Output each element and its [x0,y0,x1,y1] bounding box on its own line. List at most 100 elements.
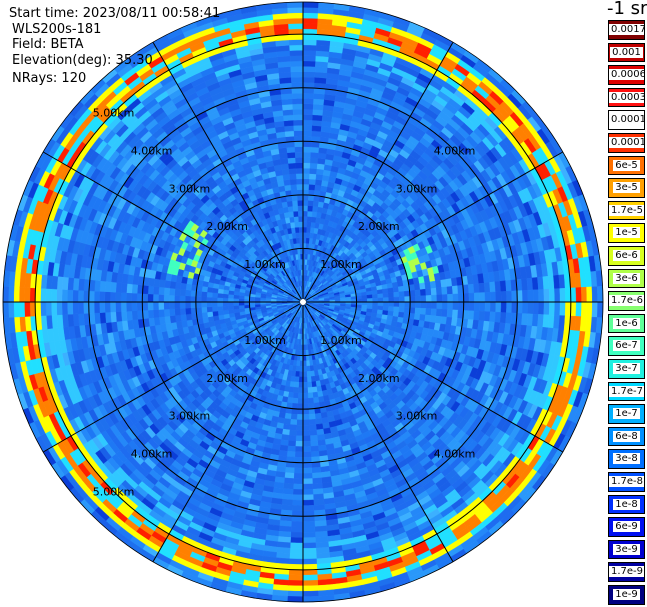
range-gate-cell [201,291,208,298]
range-gate-cell [67,301,74,315]
range-gate-cell [307,386,313,394]
range-gate-cell [293,386,299,394]
range-gate-cell [399,301,406,308]
range-gate-cell [403,307,411,314]
range-gate-cell [152,293,159,303]
range-gate-cell [78,313,85,326]
range-gate-cell [295,440,304,447]
range-gate-cell [302,590,319,597]
range-gate-cell [287,157,296,164]
range-gate-cell [284,472,295,479]
range-gate-cell [302,360,307,367]
range-gate-cell [110,311,117,323]
range-gate-cell [190,307,197,315]
range-gate-cell [158,286,165,295]
range-gate-cell [441,309,448,318]
range-gate-cell [131,292,138,303]
range-gate-cell [296,419,304,426]
range-gate-cell [152,309,160,318]
range-gate-cell [99,312,107,324]
range-gate-cell [45,301,52,316]
range-gate-cell [115,311,123,322]
range-gate-cell [282,493,294,501]
range-gate-cell [527,301,534,315]
range-gate-cell [294,451,304,458]
range-gate-cell [99,280,107,292]
range-gate-cell [190,295,197,303]
range-gate-cell [284,466,295,474]
range-gate-cell [179,295,186,303]
range-gate-cell [302,376,308,383]
range-gate-cell [288,434,297,442]
range-gate-cell [286,450,296,458]
range-gate-cell [304,339,308,346]
range-gate-cell [152,286,160,295]
range-gate-cell [419,314,426,322]
range-gate-cell [430,308,437,317]
range-gate-cell [279,77,292,84]
range-gate-cell [316,434,326,441]
range-gate-cell [284,184,292,192]
range-gate-cell [419,307,427,316]
range-gate-cell [302,414,310,421]
range-gate-cell [302,488,314,496]
range-gate-cell [489,311,496,323]
range-gate-cell [291,505,304,512]
range-gate-cell [495,301,502,313]
range-gate-cell [310,450,320,458]
range-gate-cell [302,569,318,576]
range-gate-cell [190,289,197,297]
range-gate-cell [104,291,111,303]
range-gate-cell [281,98,293,106]
range-gate-cell [570,301,577,317]
range-gate-cell [313,504,326,511]
range-gate-cell [511,301,518,314]
range-gate-cell [163,308,171,317]
range-gate-cell [227,297,234,303]
range-gate-cell [312,493,324,501]
range-gate-cell [280,93,293,100]
range-gate-cell [184,295,191,303]
range-gate-cell [398,306,405,313]
range-gate-cell [302,371,308,378]
range-gate-cell [292,483,304,490]
range-gate-cell [366,301,373,306]
range-gate-cell [302,515,315,522]
range-gate-cell [61,289,68,303]
range-gate-cell [441,301,448,310]
range-gate-cell [290,531,304,538]
range-gate-cell [202,316,209,324]
range-gate-cell [174,301,181,309]
range-gate-cell [431,301,438,310]
range-gate-cell [295,435,304,442]
range-gate-cell [185,313,193,321]
range-gate-cell [293,216,300,223]
range-gate-cell [88,290,95,303]
range-gate-cell [40,301,47,316]
range-gate-cell [288,168,297,175]
range-gate-cell [302,483,314,490]
range-gate-cell [278,525,292,533]
range-gate-cell [34,301,42,317]
range-gate-cell [292,200,299,207]
range-gate-cell [179,307,187,316]
range-gate-cell [307,397,314,404]
range-gate-cell [388,301,395,308]
range-gate-cell [78,278,85,291]
range-gate-cell [564,301,572,317]
range-gate-cell [233,305,240,310]
range-gate-cell [309,429,318,436]
range-gate-cell [435,308,443,317]
range-gate-cell [283,119,294,127]
range-gate-cell [131,301,138,312]
range-gate-cell [543,301,550,316]
range-gate-cell [484,301,491,313]
range-gate-cell [305,360,310,367]
range-gate-cell [288,574,304,581]
range-gate-cell [292,397,299,404]
range-gate-cell [206,291,213,298]
range-gate-cell [291,510,304,517]
range-gate-cell [308,418,317,426]
range-gate-cell [180,314,187,322]
range-gate-cell [120,301,127,312]
